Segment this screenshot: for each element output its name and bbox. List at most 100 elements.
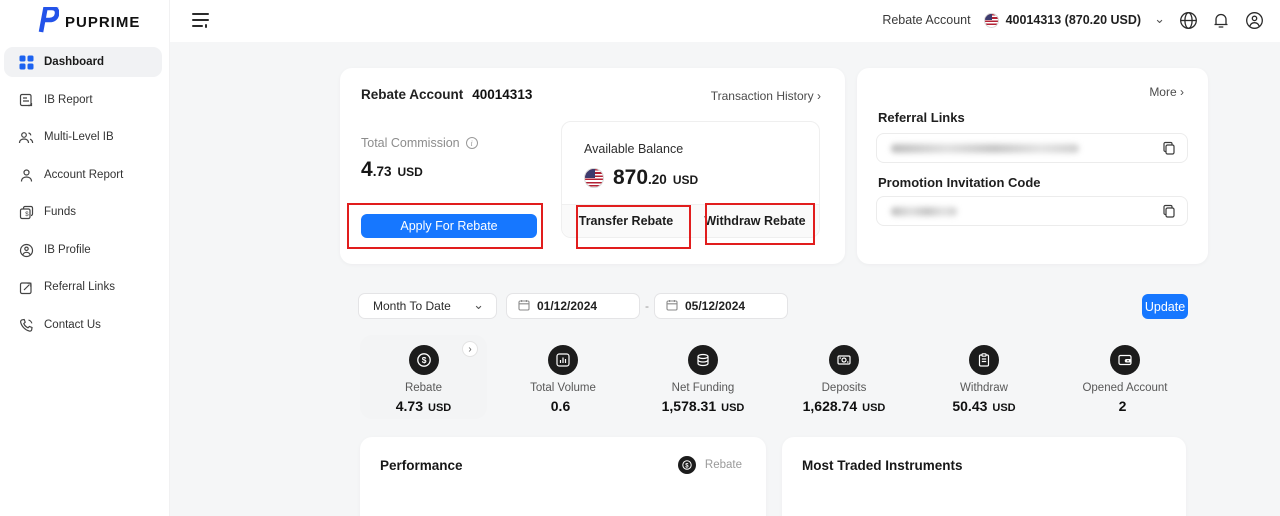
- info-icon[interactable]: i: [465, 137, 478, 149]
- notifications-bell-icon[interactable]: [1211, 10, 1231, 30]
- brand-name: PUPRIME: [65, 14, 141, 31]
- report-document-icon: [18, 92, 34, 108]
- stat-withdraw: Withdraw 50.43 USD: [916, 335, 1052, 419]
- sidebar-item-contact-us[interactable]: Contact Us: [4, 310, 162, 340]
- chevron-right-icon[interactable]: ›: [462, 341, 478, 357]
- chevron-down-icon: ⌄: [473, 296, 484, 312]
- sidebar-item-ib-profile[interactable]: IB Profile: [4, 235, 162, 265]
- sidebar-item-ib-report[interactable]: IB Report: [4, 85, 162, 115]
- stat-label: Withdraw: [960, 382, 1008, 394]
- person-icon: [18, 167, 34, 183]
- sidebar-item-account-report[interactable]: Account Report: [4, 160, 162, 190]
- more-link[interactable]: More ›: [1149, 85, 1184, 99]
- legend-label: Rebate: [704, 459, 742, 471]
- transaction-history-link[interactable]: Transaction History ›: [710, 89, 821, 103]
- withdraw-rebate-button[interactable]: Withdraw Rebate: [704, 214, 806, 228]
- stat-label: Deposits: [821, 382, 867, 394]
- us-flag-icon: [584, 168, 604, 188]
- chevron-right-icon: ›: [817, 89, 821, 103]
- user-avatar-icon[interactable]: [1244, 10, 1264, 30]
- redacted-referral-link: [891, 143, 1079, 153]
- language-globe-icon[interactable]: [1178, 10, 1198, 30]
- sidebar-item-label: Referral Links: [44, 281, 115, 293]
- svg-text:$: $: [421, 355, 426, 365]
- header-account-label: Rebate Account: [882, 13, 971, 27]
- date-from-value: 01/12/2024: [537, 299, 598, 313]
- overview-title: Rebate Account: [361, 87, 464, 102]
- update-button[interactable]: Update: [1142, 294, 1188, 319]
- sidebar-toggle-button[interactable]: [192, 11, 212, 29]
- transfer-rebate-button[interactable]: Transfer Rebate: [578, 214, 674, 228]
- stat-total-volume: Total Volume 0.6: [495, 335, 631, 419]
- stat-rebate-card[interactable]: › $ Rebate 4.73 USD: [360, 335, 487, 419]
- sidebar-item-referral-links[interactable]: Referral Links: [4, 272, 162, 302]
- sidebar-item-dashboard[interactable]: Dashboard: [4, 47, 162, 77]
- account-selector-value: 40014313 (870.20 USD): [1005, 13, 1142, 27]
- svg-text:$: $: [25, 212, 29, 218]
- calendar-icon: [666, 299, 678, 314]
- profile-circle-icon: [18, 242, 34, 258]
- date-range-select[interactable]: Month To Date ⌄: [358, 293, 497, 319]
- sidebar-item-label: Account Report: [44, 169, 124, 181]
- chevron-down-icon[interactable]: ⌄: [1154, 10, 1165, 26]
- stat-label: Opened Account: [1082, 382, 1168, 394]
- available-balance-label: Available Balance: [584, 142, 684, 156]
- overview-account-number: 40014313: [472, 87, 533, 102]
- performance-title: Performance: [380, 458, 463, 473]
- people-group-icon: [18, 129, 34, 145]
- sidebar: PUPRIME Dashboard IB Report Multi-Level …: [0, 0, 170, 516]
- most-traded-instruments-panel: Most Traded Instruments: [782, 437, 1186, 516]
- account-selector[interactable]: 40014313 (870.20 USD): [983, 12, 1142, 28]
- balance-actions: Transfer Rebate Withdraw Rebate: [562, 204, 819, 237]
- svg-text:$: $: [685, 463, 689, 469]
- referral-links-label: Referral Links: [878, 110, 965, 125]
- promotion-code-field[interactable]: [876, 196, 1188, 226]
- copy-icon[interactable]: [1161, 140, 1177, 156]
- available-balance-card: Available Balance 870.20 USD Transfer Reb…: [561, 121, 820, 238]
- performance-panel: Performance $ Rebate: [360, 437, 766, 516]
- referral-link-field[interactable]: [876, 133, 1188, 163]
- sidebar-item-label: Multi-Level IB: [44, 131, 114, 143]
- puprime-logo-icon: [35, 5, 60, 38]
- sidebar-item-label: Contact Us: [44, 319, 101, 331]
- date-to-value: 05/12/2024: [685, 299, 746, 313]
- date-from-input[interactable]: 01/12/2024: [506, 293, 640, 319]
- stat-label: Rebate: [404, 382, 443, 394]
- us-flag-icon: [983, 12, 999, 28]
- stat-value: 50.43: [952, 398, 988, 414]
- stat-unit: USD: [721, 402, 745, 414]
- sidebar-item-funds[interactable]: $ Funds: [4, 197, 162, 227]
- stat-label: Total Volume: [530, 382, 596, 394]
- redacted-promotion-code: [891, 206, 957, 216]
- apply-for-rebate-button[interactable]: Apply For Rebate: [361, 214, 537, 238]
- sidebar-item-multi-level-ib[interactable]: Multi-Level IB: [4, 122, 162, 152]
- dashboard-icon: [18, 54, 34, 70]
- stat-value: 1,578.31: [661, 398, 717, 414]
- total-commission-label: Total Commission: [361, 136, 460, 150]
- header-actions: Rebate Account 40014313 (870.20 USD) ⌄: [882, 0, 1264, 40]
- copy-icon[interactable]: [1161, 203, 1177, 219]
- chevron-right-icon: ›: [1180, 85, 1184, 99]
- stat-opened-account: Opened Account 2: [1057, 335, 1193, 419]
- stat-unit: USD: [428, 402, 452, 414]
- date-range-selected: Month To Date: [373, 299, 451, 313]
- coins-stack-icon: [688, 345, 718, 375]
- promotion-invitation-code-label: Promotion Invitation Code: [878, 175, 1041, 190]
- total-commission-amount: 4.73 USD: [361, 158, 423, 181]
- performance-legend: $ Rebate: [677, 456, 742, 474]
- date-to-input[interactable]: 05/12/2024: [654, 293, 788, 319]
- wallet-icon: [1110, 345, 1140, 375]
- stat-unit: USD: [992, 402, 1016, 414]
- date-separator: -: [645, 299, 649, 313]
- available-balance-amount: 870.20 USD: [584, 166, 698, 190]
- stat-unit: USD: [862, 402, 886, 414]
- stat-deposits: Deposits 1,628.74 USD: [776, 335, 912, 419]
- stat-value: 4.73: [395, 398, 423, 414]
- sidebar-item-label: Dashboard: [44, 56, 105, 68]
- brand-logo[interactable]: PUPRIME: [35, 5, 141, 38]
- instruments-title: Most Traded Instruments: [802, 458, 963, 473]
- phone-icon: [18, 317, 34, 333]
- sidebar-item-label: Funds: [44, 206, 76, 218]
- stat-value: 1,628.74: [802, 398, 858, 414]
- referral-links-card: More › Referral Links Promotion Invitati…: [857, 68, 1208, 264]
